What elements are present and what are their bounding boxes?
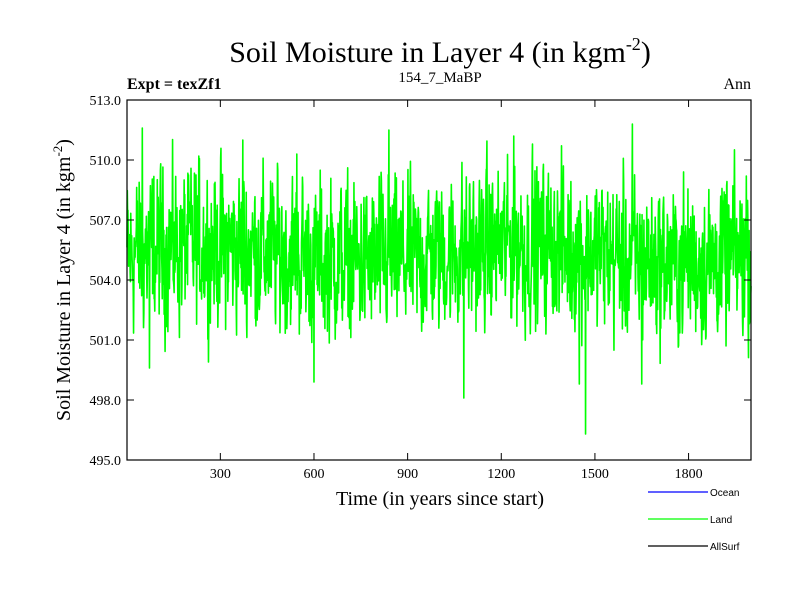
y-tick-label-498: 498.0 — [90, 394, 122, 409]
legend-item-ocean: Ocean — [648, 488, 739, 499]
legend: Ocean Land AllSurf — [648, 488, 740, 553]
y-tick-label-507: 507.0 — [90, 214, 122, 229]
x-axis-label: Time (in years since start) — [336, 488, 544, 510]
x-tick-label-300: 300 — [210, 467, 231, 482]
x-tick-label-900: 900 — [397, 467, 418, 482]
plot-area: 300 600 900 1200 1500 1800 495.0 498.0 501.0 504… — [90, 94, 752, 482]
chart-title-superscript: -2 — [626, 34, 641, 54]
legend-label-allsurf: AllSurf — [710, 542, 740, 553]
x-tick-label-1800: 1800 — [675, 467, 703, 482]
x-tick-label-1200: 1200 — [487, 467, 515, 482]
legend-label-land: Land — [710, 515, 732, 526]
y-tick-label-501: 501.0 — [90, 334, 122, 349]
series-layer — [126, 123, 752, 435]
legend-item-allsurf: AllSurf — [648, 542, 740, 553]
legend-item-land: Land — [648, 515, 732, 526]
x-tick-label-1500: 1500 — [581, 467, 609, 482]
series-line-land — [126, 123, 752, 435]
y-tick-label-504: 504.0 — [90, 274, 122, 289]
y-tick-label-510: 510.0 — [90, 154, 122, 169]
y-axis-label-superscript: -2 — [50, 146, 65, 157]
x-tick-label-600: 600 — [303, 467, 324, 482]
y-tick-label-495: 495.0 — [90, 454, 122, 469]
subtitle-period: 154_7_MaBP — [398, 70, 481, 86]
chart-title: Soil Moisture in Layer 4 (in kgm-2) — [229, 34, 651, 69]
x-axis-ticks: 300 600 900 1200 1500 1800 — [210, 100, 703, 482]
y-tick-label-513: 513.0 — [90, 94, 122, 109]
subtitle-season: Ann — [723, 76, 751, 93]
y-axis-label: Soil Moisture in Layer 4 (in kgm-2) — [50, 139, 75, 421]
y-axis-ticks: 495.0 498.0 501.0 504.0 507.0 510.0 513.0 — [90, 94, 751, 469]
subtitle-experiment: Expt = texZf1 — [127, 76, 221, 93]
legend-label-ocean: Ocean — [710, 488, 739, 499]
